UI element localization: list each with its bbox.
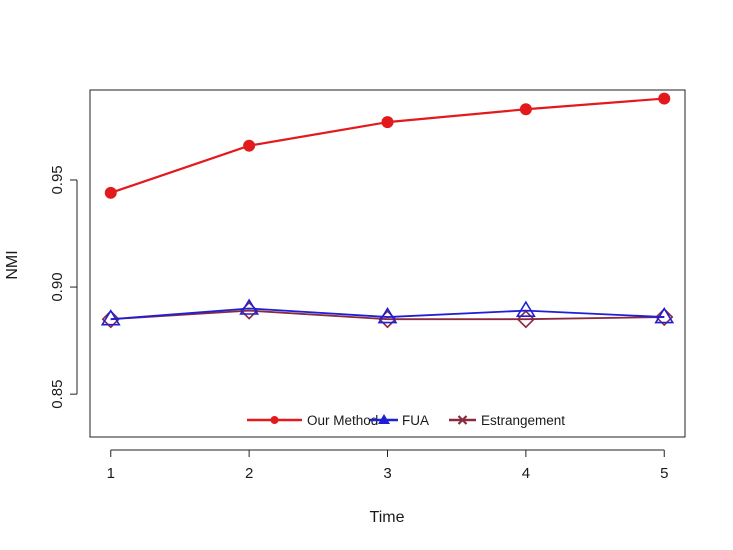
legend-item: Our Method	[247, 413, 378, 428]
x-tick-label: 3	[383, 465, 391, 482]
data-point	[377, 307, 398, 324]
legend-marker	[378, 414, 390, 424]
x-tick-label: 4	[522, 465, 530, 482]
legend-marker	[457, 415, 468, 425]
legend-label: Our Method	[307, 413, 378, 428]
data-point	[658, 92, 671, 105]
series-our-method	[104, 92, 671, 199]
x-tick-label: 1	[107, 465, 115, 482]
legend-item: Estrangement	[449, 413, 565, 428]
series-line	[110, 97, 665, 194]
x-axis-label: Time	[370, 509, 405, 526]
data-point	[101, 310, 120, 329]
data-point	[243, 139, 256, 152]
data-point	[381, 116, 394, 129]
data-point	[655, 307, 674, 327]
legend: Our Method FUA Estrangement	[247, 413, 565, 428]
data-point	[239, 298, 260, 315]
x-tick-label: 2	[245, 465, 253, 482]
series-layer	[100, 92, 675, 329]
data-point	[100, 309, 121, 326]
x-tick-label: 5	[660, 465, 668, 482]
data-point	[104, 186, 117, 199]
y-tick-label: 0.90	[49, 272, 66, 301]
legend-marker	[270, 416, 279, 424]
series-fua	[100, 298, 675, 326]
legend-label: FUA	[402, 413, 429, 428]
series-line	[110, 307, 665, 321]
y-axis-label: NMI	[4, 250, 21, 279]
legend-label: Estrangement	[481, 413, 565, 428]
y-tick-label: 0.85	[49, 380, 66, 409]
data-point	[519, 103, 532, 116]
series-estrangement	[101, 301, 674, 329]
data-point	[515, 300, 536, 317]
series-line	[110, 309, 665, 321]
legend-item: FUA	[370, 413, 429, 428]
plot-frame	[89, 89, 686, 438]
y-tick-label: 0.95	[49, 165, 66, 194]
data-point	[654, 307, 675, 324]
chart-axes: 1 2 3 4 5 0.85 0.90 0.95	[49, 89, 686, 482]
